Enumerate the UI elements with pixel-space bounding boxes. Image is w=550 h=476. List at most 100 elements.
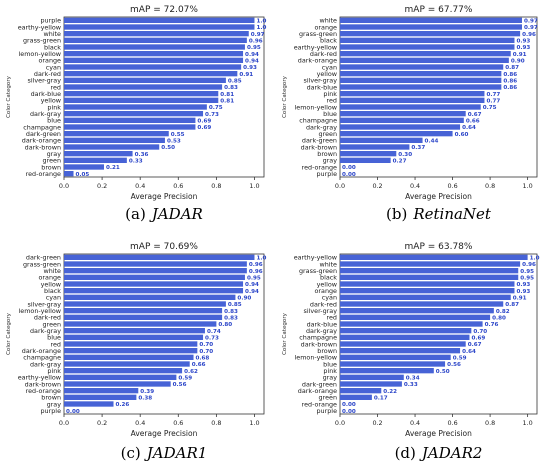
category-label: dark-brown (301, 143, 337, 151)
value-label: 0.87 (505, 65, 519, 71)
value-label: 0.73 (205, 336, 219, 342)
category-label: black (44, 287, 61, 295)
value-label: 0.59 (453, 356, 467, 362)
category-label: cyan (322, 63, 337, 71)
value-label: 0.05 (76, 172, 90, 178)
value-label: 1.0 (530, 256, 540, 262)
bar (340, 381, 402, 387)
value-label: 0.59 (178, 376, 192, 382)
category-label: dark-gray (30, 327, 61, 335)
category-label: black (44, 43, 61, 51)
category-label: dark-blue (31, 90, 61, 98)
bar (64, 117, 196, 123)
value-label: 0.93 (516, 282, 530, 288)
bar (340, 361, 446, 367)
value-label: 0.33 (129, 159, 143, 165)
category-label: white (320, 260, 338, 268)
bar (64, 281, 244, 287)
value-label: 0.64 (462, 349, 476, 355)
category-label: cyan (46, 63, 61, 71)
category-label: orange (39, 274, 62, 282)
bar (340, 368, 434, 374)
value-label: 0.73 (205, 112, 219, 118)
value-label: 1.0 (256, 25, 266, 31)
bar (340, 321, 483, 327)
category-label: blue (323, 360, 337, 368)
bar (64, 254, 255, 260)
value-label: 0.81 (220, 92, 234, 98)
value-label: 0.97 (524, 19, 538, 25)
value-label: 0.82 (496, 309, 510, 315)
category-label: dark-blue (307, 320, 337, 328)
x-tick-label: 0.6 (447, 182, 457, 190)
value-label: 1.0 (256, 19, 266, 25)
bar (64, 44, 245, 50)
category-label: cyan (46, 294, 61, 302)
bar (64, 31, 249, 37)
category-label: pink (47, 103, 61, 111)
category-label: lemon-yellow (295, 354, 338, 362)
category-label: brown (41, 394, 61, 402)
value-label: 0.96 (249, 269, 263, 275)
value-label: 0.26 (116, 402, 130, 408)
value-label: 0.67 (468, 112, 482, 118)
value-label: 0.96 (522, 262, 536, 268)
value-label: 0.96 (249, 39, 263, 45)
x-tick-label: 0.6 (173, 419, 183, 427)
category-label: pink (323, 367, 337, 375)
value-label: 0.69 (471, 336, 485, 342)
x-tick-label: 0.2 (97, 182, 107, 190)
category-label: champagne (299, 334, 337, 342)
bar (340, 308, 494, 314)
bar (64, 151, 133, 157)
panel-caption: (d) JADAR2 (395, 444, 483, 462)
category-label: grass-green (23, 37, 61, 45)
category-label: dark-gray (30, 360, 61, 368)
value-label: 0.00 (342, 172, 356, 178)
x-tick-label: 1.0 (249, 182, 259, 190)
category-label: gray (323, 374, 338, 382)
category-label: gray (323, 157, 338, 165)
category-label: gray (47, 150, 62, 158)
x-tick-label: 0.2 (372, 419, 382, 427)
chart-panel-3: mAP = 70.69% dark-green 1.0 grass-green 0.96… (6, 242, 266, 462)
bar (64, 164, 104, 170)
value-label: 0.94 (245, 52, 259, 58)
plot-frame (63, 253, 265, 415)
category-label: blue (47, 334, 61, 342)
value-label: 0.87 (505, 302, 519, 308)
bar (340, 281, 515, 287)
bar (340, 274, 519, 280)
value-label: 0.74 (207, 329, 221, 335)
value-label: 0.76 (485, 322, 499, 328)
category-label: dark-green (26, 130, 61, 138)
category-label: orange (39, 57, 62, 65)
x-axis-label: Average Precision (405, 429, 472, 438)
category-label: champagne (23, 354, 61, 362)
bar (64, 97, 219, 103)
category-label: yellow (317, 70, 337, 78)
bar (64, 388, 139, 394)
category-label: white (44, 30, 62, 38)
bar (340, 137, 423, 143)
value-label: 0.30 (398, 152, 412, 158)
category-label: grass-green (299, 267, 337, 275)
value-label: 0.75 (483, 105, 497, 111)
category-label: grass-green (23, 260, 61, 268)
caption-name: JADAR2 (419, 444, 483, 462)
category-label: earthy-yellow (294, 254, 337, 262)
bar (340, 84, 502, 90)
value-label: 0.56 (173, 382, 187, 388)
category-label: dark-green (26, 254, 61, 262)
category-label: earthy-yellow (18, 23, 61, 31)
category-label: cyan (322, 294, 337, 302)
category-label: dark-brown (25, 143, 61, 151)
value-label: 0.93 (516, 289, 530, 295)
x-tick-label: 0.8 (485, 419, 495, 427)
bar (64, 17, 255, 23)
category-label: red-orange (26, 387, 61, 395)
value-label: 0.70 (199, 349, 213, 355)
category-label: dark-gray (30, 110, 61, 118)
value-label: 0.66 (466, 119, 480, 125)
x-tick-label: 0.4 (135, 182, 145, 190)
